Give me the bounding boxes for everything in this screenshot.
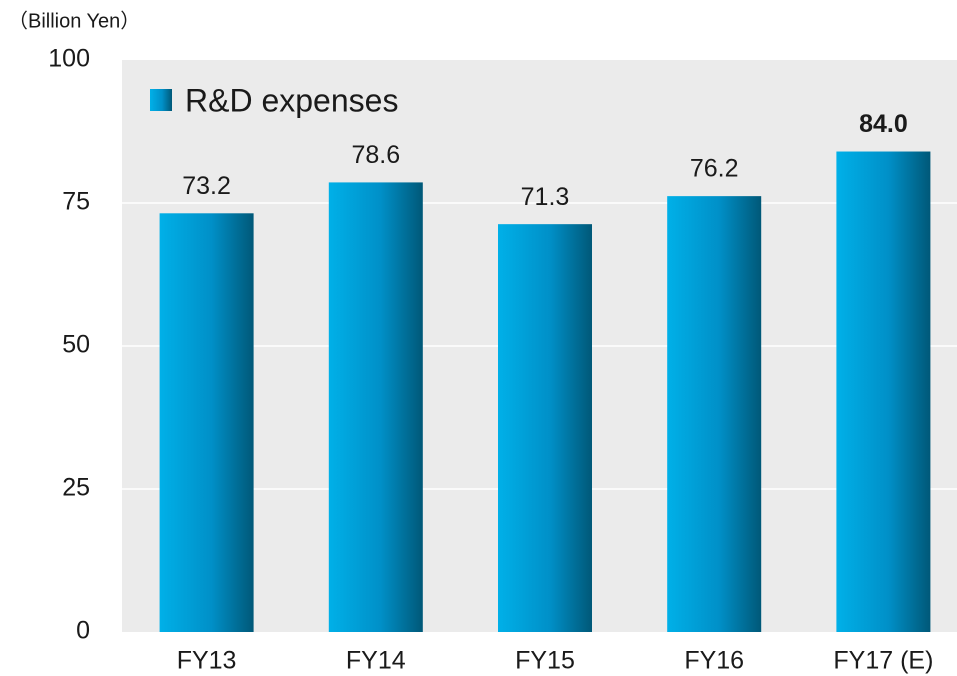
value-label: 78.6 bbox=[351, 141, 400, 169]
value-label: 73.2 bbox=[182, 172, 231, 200]
y-axis-label: （Billion Yen） bbox=[8, 9, 140, 32]
bar bbox=[836, 151, 931, 632]
value-label: 84.0 bbox=[859, 110, 908, 138]
bar bbox=[328, 182, 423, 632]
value-label: 71.3 bbox=[521, 183, 570, 211]
legend-swatch bbox=[150, 89, 172, 111]
x-tick-label: FY17 (E) bbox=[833, 647, 933, 675]
x-tick-label: FY13 bbox=[177, 647, 237, 675]
y-tick-label: 75 bbox=[62, 188, 90, 216]
y-tick-label: 25 bbox=[62, 474, 90, 502]
y-tick-label: 100 bbox=[48, 45, 90, 73]
x-tick-label: FY14 bbox=[346, 647, 406, 675]
x-tick-label: FY15 bbox=[515, 647, 575, 675]
value-label: 76.2 bbox=[690, 155, 739, 183]
x-tick-label: FY16 bbox=[684, 647, 744, 675]
y-tick-label: 50 bbox=[62, 331, 90, 359]
bar bbox=[667, 196, 762, 633]
y-tick-label: 0 bbox=[76, 617, 90, 645]
bar bbox=[159, 213, 254, 632]
bar bbox=[498, 224, 592, 632]
legend-label: R&D expenses bbox=[185, 82, 398, 118]
